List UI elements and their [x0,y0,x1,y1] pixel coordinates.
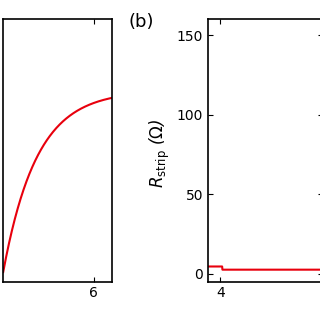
Text: $R_{\mathrm{strip}}$ ($\Omega$): $R_{\mathrm{strip}}$ ($\Omega$) [148,119,172,188]
Text: (b): (b) [128,13,154,31]
